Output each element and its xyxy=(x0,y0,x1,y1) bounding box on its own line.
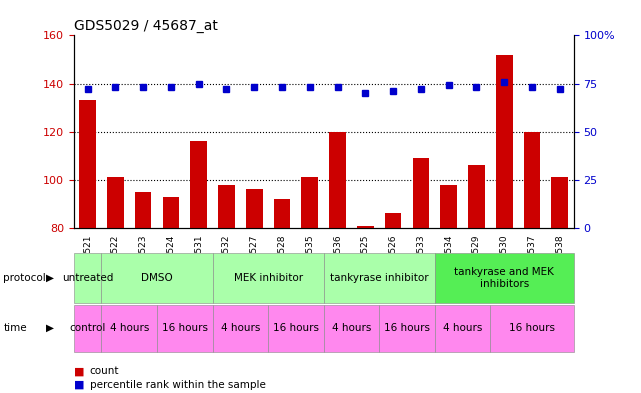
Text: untreated: untreated xyxy=(62,273,113,283)
Text: 16 hours: 16 hours xyxy=(509,323,555,333)
Bar xyxy=(274,199,290,228)
Bar xyxy=(524,132,540,228)
Text: control: control xyxy=(69,323,106,333)
Bar xyxy=(440,185,457,228)
Text: 4 hours: 4 hours xyxy=(110,323,149,333)
Text: ▶: ▶ xyxy=(46,273,54,283)
Bar xyxy=(107,177,124,228)
Text: protocol: protocol xyxy=(3,273,46,283)
Text: ▶: ▶ xyxy=(46,323,54,333)
Bar xyxy=(329,132,346,228)
Bar xyxy=(301,177,318,228)
Text: DMSO: DMSO xyxy=(141,273,173,283)
Bar xyxy=(357,226,374,228)
Bar xyxy=(79,100,96,228)
Text: 16 hours: 16 hours xyxy=(273,323,319,333)
Text: 4 hours: 4 hours xyxy=(443,323,482,333)
Text: time: time xyxy=(3,323,27,333)
Bar xyxy=(496,55,513,228)
Bar xyxy=(468,165,485,228)
Bar xyxy=(551,177,568,228)
Text: 4 hours: 4 hours xyxy=(332,323,371,333)
Bar xyxy=(135,192,151,228)
Bar xyxy=(246,189,263,228)
Bar xyxy=(413,158,429,228)
Text: 4 hours: 4 hours xyxy=(221,323,260,333)
Text: ■: ■ xyxy=(74,366,84,376)
Text: GDS5029 / 45687_at: GDS5029 / 45687_at xyxy=(74,19,217,33)
Text: 16 hours: 16 hours xyxy=(384,323,430,333)
Text: ■: ■ xyxy=(74,380,84,390)
Bar xyxy=(190,141,207,228)
Text: tankyrase and MEK
inhibitors: tankyrase and MEK inhibitors xyxy=(454,267,554,289)
Text: MEK inhibitor: MEK inhibitor xyxy=(233,273,303,283)
Text: 16 hours: 16 hours xyxy=(162,323,208,333)
Bar xyxy=(385,213,401,228)
Text: tankyrase inhibitor: tankyrase inhibitor xyxy=(330,273,429,283)
Bar xyxy=(218,185,235,228)
Text: percentile rank within the sample: percentile rank within the sample xyxy=(90,380,265,390)
Bar xyxy=(163,196,179,228)
Text: count: count xyxy=(90,366,119,376)
